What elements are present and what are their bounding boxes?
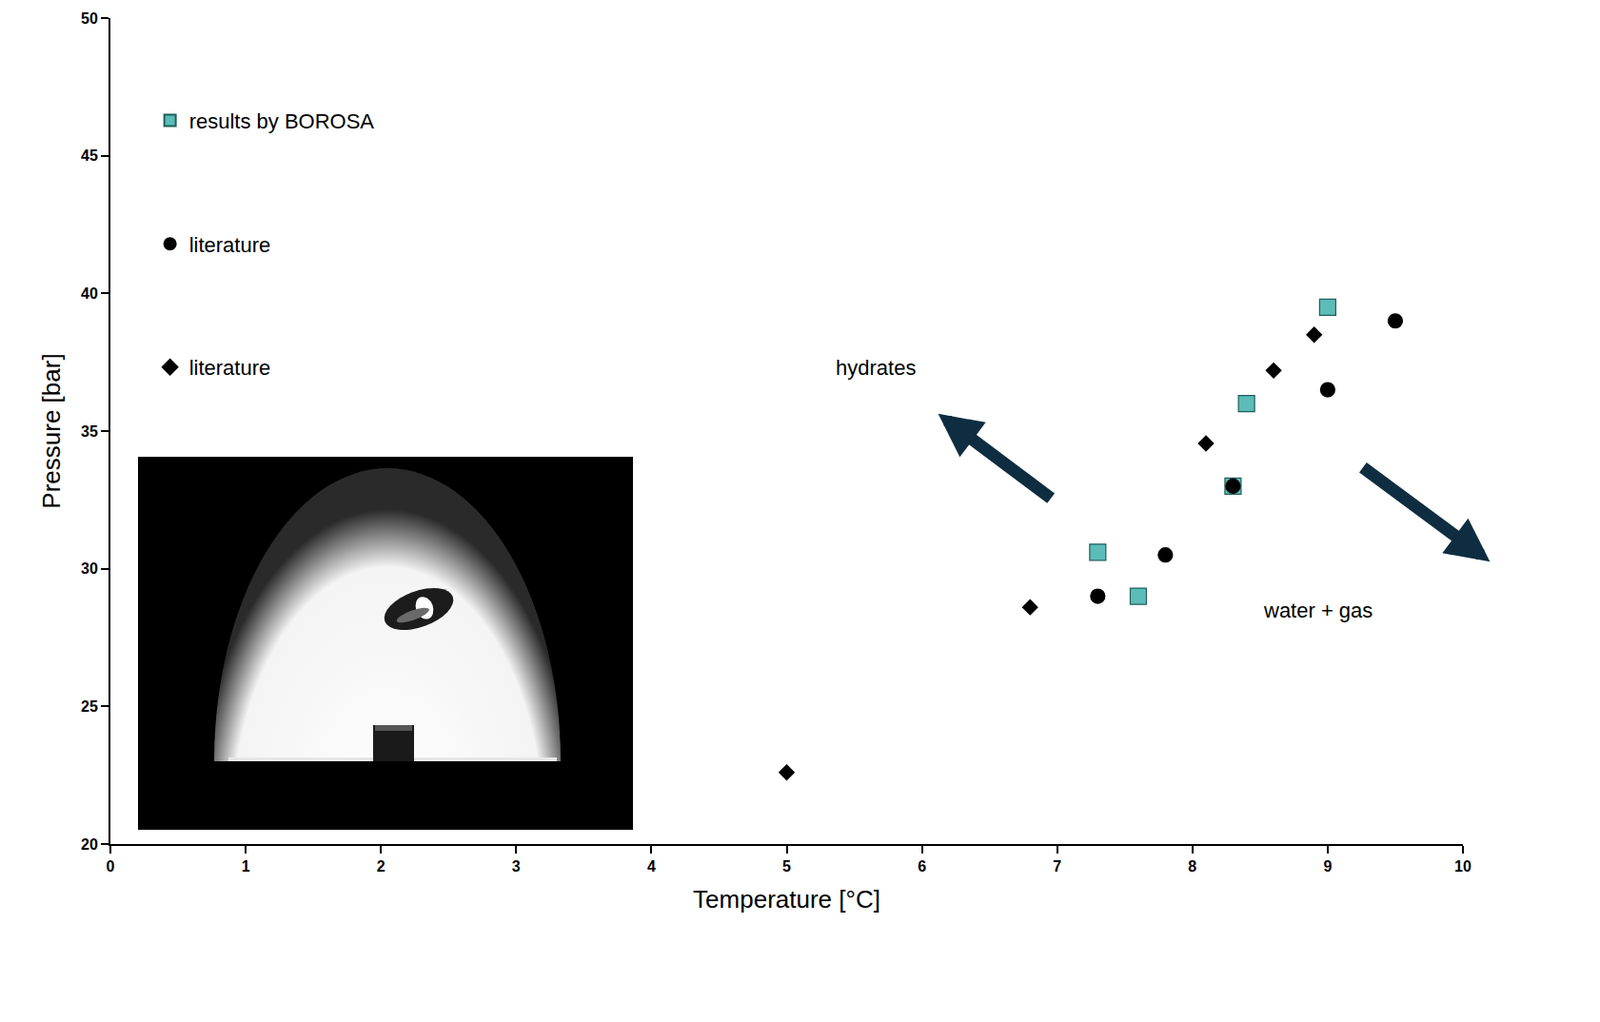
svg-text:0: 0	[106, 858, 116, 875]
svg-text:50: 50	[80, 10, 99, 27]
svg-text:literature: literature	[189, 233, 272, 257]
svg-text:Temperature [°C]: Temperature [°C]	[692, 885, 881, 914]
svg-text:30: 30	[80, 560, 99, 577]
svg-text:10: 10	[1454, 858, 1472, 875]
svg-text:9: 9	[1323, 858, 1332, 875]
svg-text:Pressure [bar]: Pressure [bar]	[37, 353, 66, 509]
svg-text:results by BOROSA: results by BOROSA	[189, 109, 376, 134]
svg-text:4: 4	[647, 858, 656, 875]
svg-text:20: 20	[80, 836, 99, 853]
svg-text:8: 8	[1187, 858, 1197, 875]
svg-text:hydrates: hydrates	[835, 355, 916, 380]
svg-text:5: 5	[782, 858, 791, 875]
svg-text:7: 7	[1052, 858, 1062, 875]
svg-text:water + gas: water + gas	[1263, 598, 1373, 623]
svg-text:35: 35	[80, 423, 99, 440]
svg-text:45: 45	[80, 147, 99, 164]
svg-text:3: 3	[512, 858, 521, 875]
svg-text:40: 40	[80, 285, 99, 302]
svg-text:2: 2	[376, 858, 386, 875]
svg-text:1: 1	[241, 858, 251, 875]
svg-text:6: 6	[917, 858, 927, 875]
svg-text:literature: literature	[189, 355, 272, 380]
svg-text:25: 25	[80, 698, 99, 715]
